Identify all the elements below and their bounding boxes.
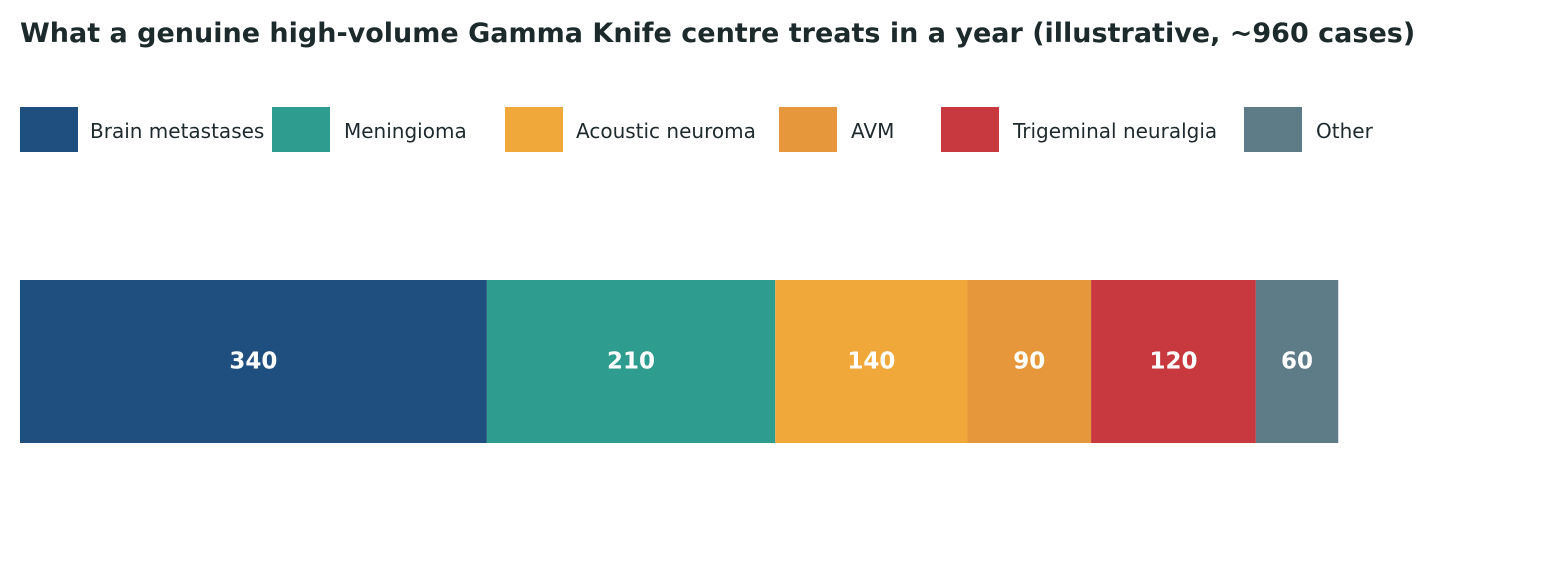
legend-swatch-brain-metastases	[20, 107, 78, 152]
legend-swatch-acoustic-neuroma	[505, 107, 563, 152]
bar-group	[20, 280, 1339, 443]
value-label-meningioma: 210	[607, 349, 655, 375]
legend-swatch-trigeminal-neuralgia	[941, 107, 999, 152]
bar-segment-avm	[967, 280, 1092, 443]
legend-label-other: Other	[1316, 119, 1374, 143]
bar-segment-brain-metastases	[20, 280, 487, 443]
value-label-brain-metastases: 340	[229, 349, 277, 375]
legend-label-meningioma: Meningioma	[344, 119, 467, 143]
legend-label-trigeminal-neuralgia: Trigeminal neuralgia	[1012, 119, 1217, 143]
bar-segment-meningioma	[486, 280, 776, 443]
legend-swatch-other	[1244, 107, 1302, 152]
value-label-group: 340 210 140 90 120 60	[229, 349, 1313, 375]
legend-swatch-meningioma	[272, 107, 330, 152]
legend-label-avm: AVM	[851, 119, 894, 143]
bar-segment-other	[1255, 280, 1339, 443]
value-label-acoustic-neuroma: 140	[847, 349, 895, 375]
value-label-avm: 90	[1013, 349, 1045, 375]
chart-title: What a genuine high-volume Gamma Knife c…	[20, 18, 1415, 49]
legend-label-brain-metastases: Brain metastases	[90, 119, 264, 143]
bar-segment-acoustic-neuroma	[775, 280, 968, 443]
bar-segment-trigeminal-neuralgia	[1091, 280, 1256, 443]
value-label-other: 60	[1281, 349, 1313, 375]
legend-label-acoustic-neuroma: Acoustic neuroma	[576, 119, 756, 143]
legend: Brain metastases Meningioma Acoustic neuro…	[20, 107, 1374, 152]
value-label-trigeminal-neuralgia: 120	[1149, 349, 1197, 375]
legend-swatch-avm	[779, 107, 837, 152]
